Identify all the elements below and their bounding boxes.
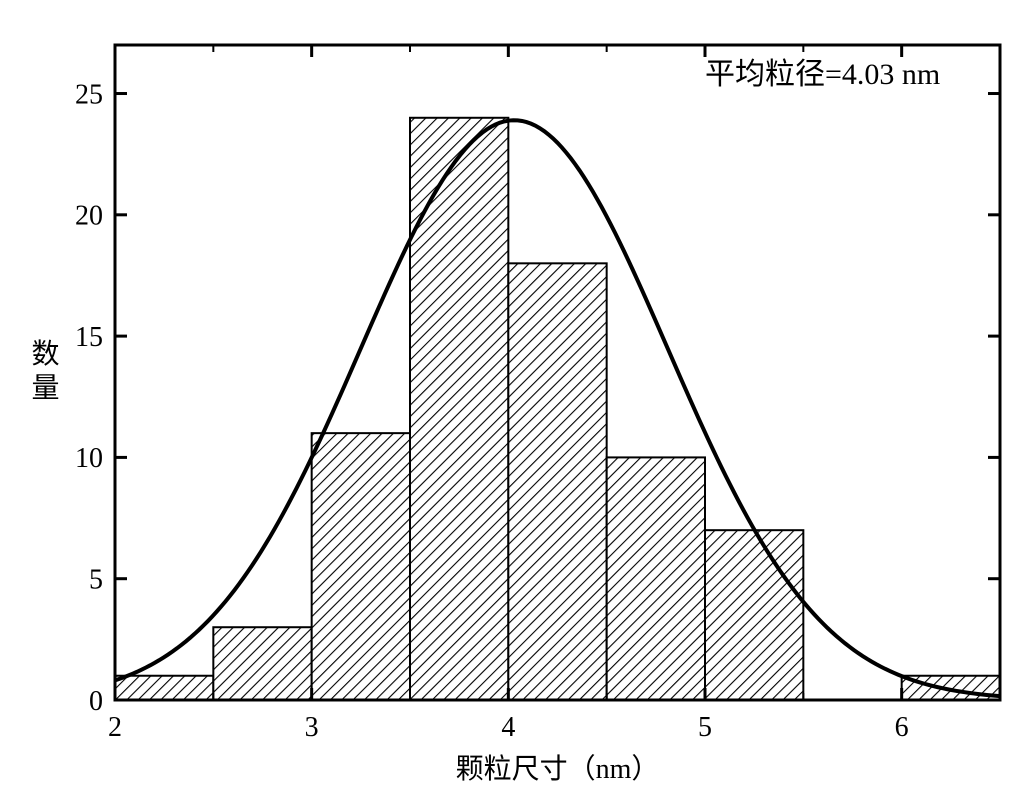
bar-0 <box>115 676 213 700</box>
ytick-label: 5 <box>89 565 103 596</box>
bar-2 <box>312 433 410 700</box>
ytick-label: 0 <box>89 686 103 717</box>
particle-size-histogram: 2 3 4 5 6 0 5 10 15 20 25 颗粒尺寸（nm） 数量 平均粒径=4.03 nm <box>0 0 1028 806</box>
bar-3 <box>410 118 508 700</box>
y-axis-label: 数量 <box>28 338 59 406</box>
ytick-label: 20 <box>75 201 103 232</box>
ytick-label: 10 <box>75 443 103 474</box>
bars-group <box>115 118 1000 700</box>
bar-5 <box>607 457 705 700</box>
bar-1 <box>213 627 311 700</box>
xtick-label: 4 <box>501 712 515 743</box>
plot-area <box>115 118 1000 700</box>
mean-diameter-annotation: 平均粒径=4.03 nm <box>705 58 940 91</box>
ytick-label: 15 <box>75 322 103 353</box>
ytick-label: 25 <box>75 79 103 110</box>
bar-6 <box>705 530 803 700</box>
chart-container: { "chart": { "type": "histogram", "width… <box>0 0 1028 806</box>
xtick-label: 2 <box>108 712 122 743</box>
xtick-label: 5 <box>698 712 712 743</box>
xtick-label: 3 <box>305 712 319 743</box>
x-axis-label: 颗粒尺寸（nm） <box>456 753 660 785</box>
xtick-label: 6 <box>895 712 909 743</box>
bar-4 <box>508 263 606 700</box>
